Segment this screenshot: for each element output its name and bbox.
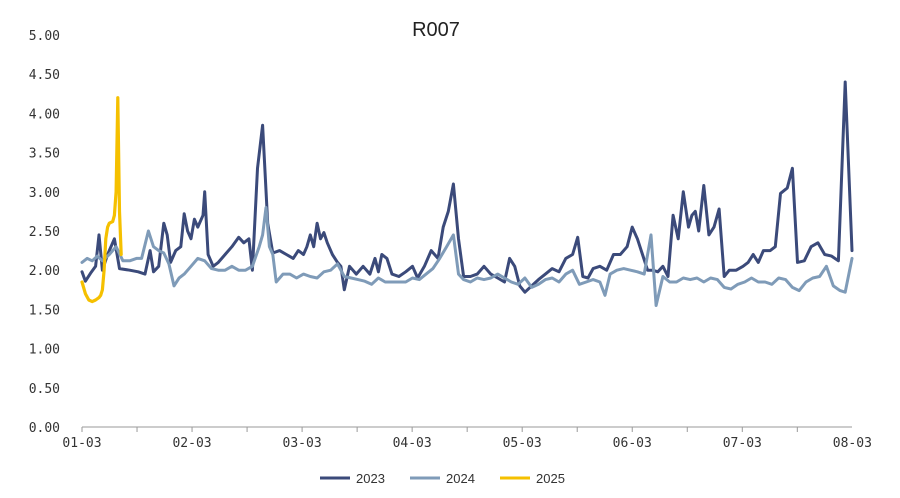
- y-tick-label: 3.50: [29, 147, 60, 162]
- series-layer: [80, 80, 854, 307]
- series-line-2024: [80, 206, 854, 307]
- x-tick-label: 07-03: [723, 436, 762, 451]
- legend-label: 2023: [356, 471, 385, 486]
- x-tick-label: 04-03: [393, 436, 432, 451]
- y-tick-label: 0.00: [29, 421, 60, 436]
- y-tick-label: 4.00: [29, 107, 60, 122]
- y-tick-label: 3.00: [29, 186, 60, 201]
- y-tick-label: 1.00: [29, 343, 60, 358]
- x-tick-label: 03-03: [283, 436, 322, 451]
- y-tick-label: 2.50: [29, 225, 60, 240]
- x-tick-label: 01-03: [62, 436, 101, 451]
- y-tick-label: 0.50: [29, 382, 60, 397]
- chart-title: R007: [412, 19, 460, 41]
- y-axis: 0.00 0.50 1.00 1.50 2.00 2.50 3.00 3.50 4.00 4.50…: [29, 29, 60, 436]
- y-tick-label: 5.00: [29, 29, 60, 44]
- x-axis: 01-03 02-03 03-03 04-03 05-03 06-03 07-03 08-03…: [62, 426, 872, 451]
- x-tick-label: 02-03: [172, 436, 211, 451]
- y-tick-label: 4.50: [29, 68, 60, 83]
- legend-label: 2024: [446, 471, 475, 486]
- y-tick-label: 2.00: [29, 264, 60, 279]
- series-line-2025: [80, 96, 123, 304]
- y-tick-label: 1.50: [29, 303, 60, 318]
- x-tick-label: 05-03: [503, 436, 542, 451]
- series-line-2023: [80, 80, 854, 294]
- x-tick-label: 08-03: [833, 436, 872, 451]
- legend: 2023 2024 2025: [320, 471, 565, 486]
- legend-label: 2025: [536, 471, 565, 486]
- x-tick-label: 06-03: [613, 436, 652, 451]
